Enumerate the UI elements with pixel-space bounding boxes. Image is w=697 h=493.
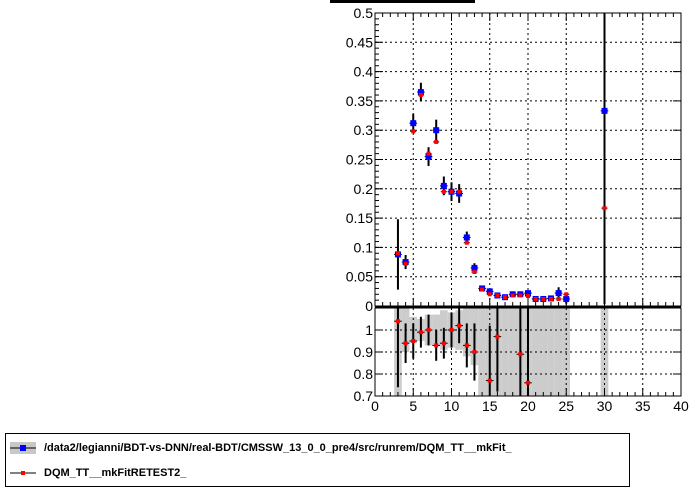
main-y-tick-label-5: 0.25: [346, 152, 373, 168]
ratio-band-bin: [508, 308, 517, 396]
series1-point: [555, 290, 562, 297]
main-y-tick-label-8: 0.4: [354, 64, 374, 80]
ratio-point: [411, 339, 416, 343]
series2-point: [449, 189, 454, 194]
main-y-tick-label-3: 0.15: [346, 210, 373, 226]
main-y-tick-label-9: 0.45: [346, 34, 373, 50]
ratio-point: [403, 341, 408, 346]
series2-point: [495, 293, 500, 298]
main-y-tick-label-6: 0.3: [354, 122, 374, 138]
ratio-point: [518, 352, 523, 357]
ratio-y-tick-label-1: 0.8: [354, 366, 374, 382]
series2-point: [395, 251, 400, 256]
ratio-point: [395, 319, 400, 324]
ratio-y-tick-label-0: 0.7: [354, 388, 374, 404]
series2-point: [526, 294, 530, 299]
x-tick-label-1: 5: [409, 398, 417, 414]
series2-point: [510, 293, 515, 298]
main-plot-panel: 0 0.05 0.1 0.15 0.2 0.25 0.3 0.35 0.4 0.45 0.5: [346, 5, 682, 314]
series2-point: [503, 295, 508, 300]
ratio-point: [457, 323, 462, 328]
ratio-point: [472, 350, 477, 354]
ratio-y-tick-label-2: 0.9: [354, 344, 374, 360]
series1-point: [486, 288, 493, 295]
x-tick-label-3: 15: [482, 398, 498, 414]
main-y-tick-label-7: 0.35: [346, 93, 373, 109]
ratio-band-bin: [478, 308, 486, 396]
series2-point: [541, 296, 546, 301]
series1-point: [417, 89, 424, 96]
series2-point: [480, 287, 485, 292]
series1-point: [563, 295, 570, 302]
series2-point: [441, 189, 446, 194]
x-tick-label-7: 35: [635, 398, 651, 414]
main-y-tick-label-4: 0.2: [354, 181, 374, 197]
series1-point: [463, 234, 470, 241]
series2-point: [487, 292, 492, 297]
legend-entry-1: /data2/legianni/BDT-vs-DNN/real-BDT/CMSS…: [6, 437, 629, 461]
series2-point: [533, 296, 538, 301]
ratio-point: [418, 330, 423, 335]
series1-point: [433, 127, 440, 134]
series1-point: [525, 290, 531, 297]
top-frame-bar: [330, 0, 475, 3]
ratio-point: [441, 341, 446, 346]
series2-point: [426, 151, 431, 156]
ratio-band-bin: [600, 308, 609, 396]
series2-point: [564, 292, 569, 297]
ratio-point: [434, 343, 439, 348]
series2-point: [548, 296, 553, 301]
legend-label-1: /data2/legianni/BDT-vs-DNN/real-BDT/CMSS…: [44, 442, 512, 454]
series2-point: [411, 129, 416, 134]
x-tick-label-6: 30: [597, 398, 613, 414]
legend: /data2/legianni/BDT-vs-DNN/real-BDT/CMSS…: [5, 433, 630, 487]
ratio-point: [449, 328, 454, 332]
x-tick-label-2: 10: [444, 398, 460, 414]
series1-point: [471, 264, 478, 271]
series2-point: [464, 240, 469, 245]
series2-point: [518, 293, 523, 298]
ratio-point: [464, 343, 469, 348]
legend-label-2: DQM_TT__mkFitRETEST2_: [44, 467, 187, 479]
ratio-band-bin: [554, 308, 563, 396]
main-y-tick-label-2: 0.1: [354, 239, 374, 255]
series2-point: [472, 270, 477, 275]
series2-point: [457, 189, 462, 194]
ratio-point: [487, 378, 492, 383]
x-tick-label-0: 0: [371, 398, 379, 414]
series1-point: [440, 182, 447, 189]
series1-point: [601, 107, 608, 114]
legend-entry-2: DQM_TT__mkFitRETEST2_: [6, 462, 629, 486]
series1-point: [425, 153, 432, 160]
ratio-point: [495, 334, 500, 339]
ratio-y-tick-label-3: 1: [365, 322, 373, 338]
series2-point: [434, 139, 439, 144]
main-y-tick-label-0: 0: [365, 298, 373, 314]
ratio-point: [526, 380, 530, 385]
legend-swatch-2: [10, 471, 36, 475]
series1-point: [410, 120, 417, 127]
series2-point: [418, 93, 423, 98]
legend-swatch-1: [10, 442, 36, 454]
ratio-point: [426, 328, 431, 332]
series2-point: [403, 261, 408, 266]
x-tick-label-8: 40: [673, 398, 689, 414]
x-tick-label-4: 20: [520, 398, 536, 414]
series2-point: [556, 296, 561, 301]
ratio-plot-panel: 0.70.80.910 5 10 15 20 25 30 35 40: [354, 306, 689, 414]
main-y-tick-label-10: 0.5: [354, 5, 374, 21]
main-y-tick-label-1: 0.05: [346, 269, 373, 285]
x-tick-label-5: 25: [558, 398, 574, 414]
ratio-band-bin: [539, 308, 548, 396]
series2-point: [602, 206, 607, 211]
